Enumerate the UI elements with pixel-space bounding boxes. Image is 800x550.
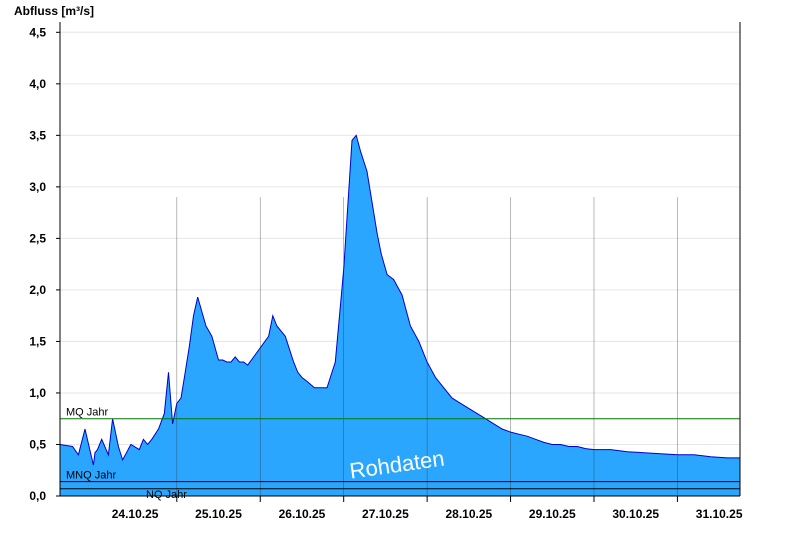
- y-tick-label: 1,0: [29, 386, 46, 400]
- y-tick-label: 3,0: [29, 180, 46, 194]
- axes: [59, 22, 741, 497]
- x-tick-label: 31.10.25: [696, 507, 743, 521]
- y-tick-label: 1,5: [29, 334, 46, 348]
- x-ticks: 24.10.25 25.10.25 26.10.25 27.10.25 28.10.25…: [112, 496, 743, 521]
- day-separators: [176, 197, 678, 496]
- x-tick-label: 30.10.25: [612, 507, 659, 521]
- reference-label: MQ Jahr: [66, 407, 109, 419]
- discharge-fill: [60, 135, 740, 497]
- x-tick-label: 24.10.25: [112, 507, 159, 521]
- reference-label: MNQ Jahr: [66, 470, 116, 482]
- y-tick-label: 3,5: [29, 128, 46, 142]
- x-tick-label: 29.10.25: [529, 507, 576, 521]
- x-tick-label: 26.10.25: [279, 507, 326, 521]
- y-tick-label: 2,5: [29, 231, 46, 245]
- y-axis-title: Abfluss [m³/s]: [14, 4, 94, 18]
- reference-label: NQ Jahr: [146, 489, 187, 501]
- y-tick-label: 4,5: [29, 25, 46, 39]
- x-tick-label: 27.10.25: [362, 507, 409, 521]
- discharge-line: [59, 134, 740, 466]
- y-tick-label: 0,5: [29, 437, 46, 451]
- y-tick-label: 2,0: [29, 283, 46, 297]
- y-tick-label: 4,0: [29, 77, 46, 91]
- x-tick-label: 28.10.25: [445, 507, 492, 521]
- discharge-area: [59, 134, 740, 497]
- reference-lines: MQ Jahr MNQ Jahr NQ Jahr: [60, 407, 740, 501]
- x-tick-label: 25.10.25: [195, 507, 242, 521]
- y-tick-label: 0,0: [29, 489, 46, 503]
- y-ticks: 0,0 0,5 1,0 1,5 2,0 2,5 3,0 3,5 4,0 4,5: [29, 25, 60, 503]
